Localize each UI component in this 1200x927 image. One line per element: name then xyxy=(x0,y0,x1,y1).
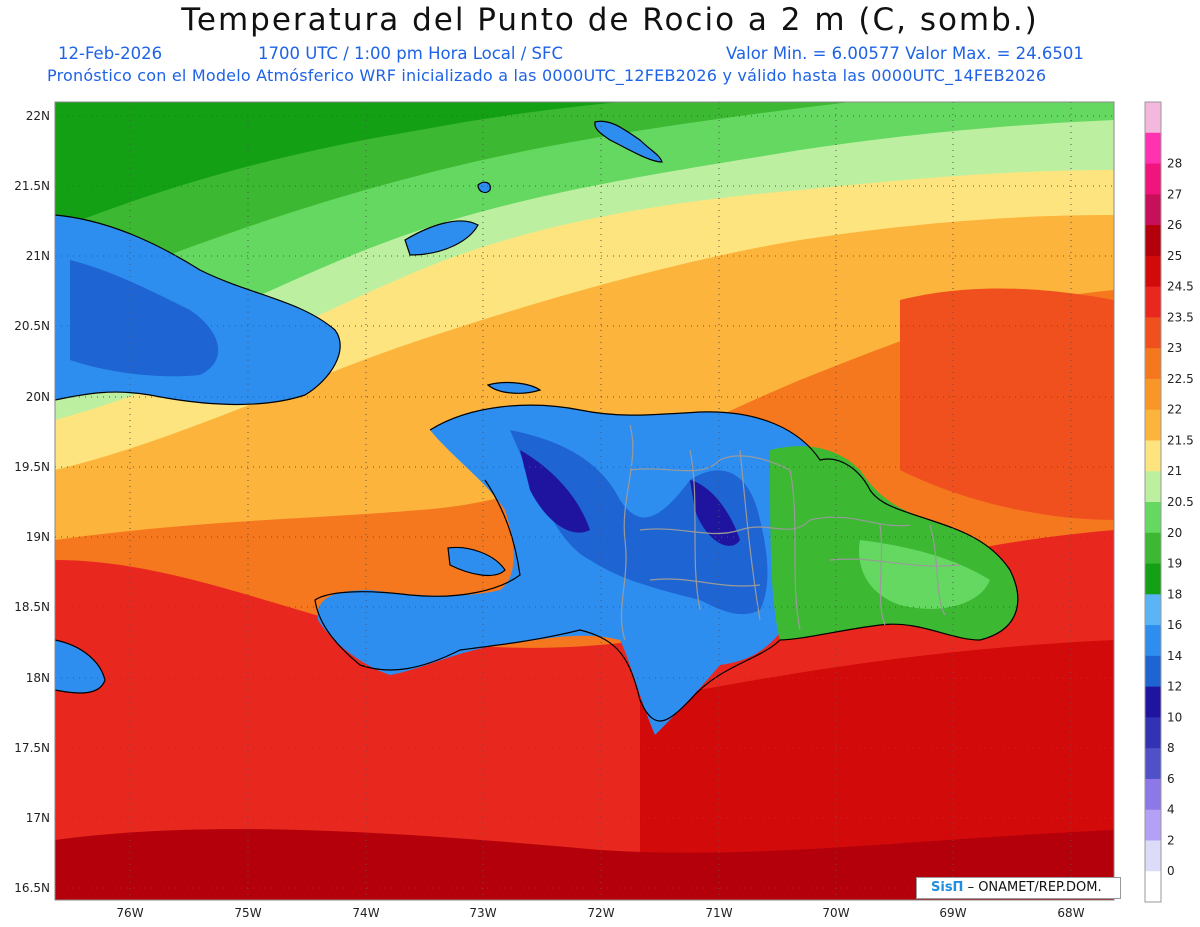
colorbar-label: 19 xyxy=(1167,557,1182,571)
longitude-labels: 76W 75W 74W 73W 72W 71W 70W 69W 68W xyxy=(116,906,1084,920)
colorbar-label: 18 xyxy=(1167,587,1182,601)
colorbar-label: 22 xyxy=(1167,403,1182,417)
lon-label: 68W xyxy=(1057,906,1084,920)
lat-label: 16.5N xyxy=(14,881,50,895)
colorbar-label: 4 xyxy=(1167,803,1175,817)
colorbar-label: 21 xyxy=(1167,464,1182,478)
valid-time: 1700 UTC / 1:00 pm Hora Local / SFC xyxy=(258,44,564,63)
colorbar-swatch xyxy=(1145,409,1161,441)
lat-label: 20N xyxy=(26,390,50,404)
colorbar-label: 16 xyxy=(1167,618,1182,632)
map-title: Temperatura del Punto de Rocio a 2 m (C,… xyxy=(181,2,1039,38)
lat-label: 18N xyxy=(26,671,50,685)
colorbar-label: 25 xyxy=(1167,249,1182,263)
colorbar-swatch xyxy=(1145,440,1161,472)
colorbar-swatch xyxy=(1145,840,1161,872)
lon-label: 75W xyxy=(234,906,261,920)
colorbar-label: 23.5 xyxy=(1167,310,1194,324)
colorbar-swatch xyxy=(1145,563,1161,595)
colorbar-label: 12 xyxy=(1167,680,1182,694)
lat-label: 21N xyxy=(26,249,50,263)
colorbar-swatch xyxy=(1145,225,1161,257)
colorbar-swatch xyxy=(1145,102,1161,134)
lon-label: 76W xyxy=(116,906,143,920)
lat-label: 19N xyxy=(26,530,50,544)
colorbar-swatch xyxy=(1145,717,1161,749)
colorbar-label: 24.5 xyxy=(1167,280,1194,294)
lat-label: 20.5N xyxy=(14,319,50,333)
lon-label: 71W xyxy=(705,906,732,920)
lat-label: 19.5N xyxy=(14,460,50,474)
province-boundaries xyxy=(620,424,961,641)
lon-label: 74W xyxy=(352,906,379,920)
colorbar-label: 20 xyxy=(1167,526,1182,540)
lat-label: 17N xyxy=(26,811,50,825)
colorbar-label: 14 xyxy=(1167,649,1182,663)
graticule xyxy=(55,102,1114,900)
lat-label: 17.5N xyxy=(14,741,50,755)
latitude-labels: 22N 21.5N 21N 20.5N 20N 19.5N 19N 18.5N … xyxy=(14,109,50,895)
colorbar-swatch xyxy=(1145,778,1161,811)
colorbar-swatch xyxy=(1145,471,1161,503)
colorbar-label: 23 xyxy=(1167,341,1182,355)
colorbar: 0 2 4 6 8 10 12 14 16 18 19 20 20.5 21 21.5 22 22.5 23 23.… xyxy=(1144,101,1194,903)
colorbar-label: 21.5 xyxy=(1167,433,1194,447)
dewpoint-shading xyxy=(55,102,1114,900)
colorbar-label: 0 xyxy=(1167,864,1175,878)
lat-label: 18.5N xyxy=(14,600,50,614)
lat-label: 22N xyxy=(26,109,50,123)
lat-label: 21.5N xyxy=(14,179,50,193)
lon-label: 69W xyxy=(939,906,966,920)
colorbar-swatch xyxy=(1145,255,1161,288)
credit-brand: SisΠ xyxy=(931,880,964,895)
colorbar-swatch xyxy=(1145,317,1161,349)
colorbar-swatch xyxy=(1145,132,1161,165)
colorbar-label: 20.5 xyxy=(1167,495,1194,509)
credit-box: SisΠ – ONAMET/REP.DOM. xyxy=(916,877,1121,899)
colorbar-swatch xyxy=(1145,348,1161,380)
colorbar-swatch xyxy=(1145,286,1161,318)
colorbar-label: 28 xyxy=(1167,157,1182,171)
colorbar-swatch xyxy=(1145,502,1161,534)
lon-label: 73W xyxy=(469,906,496,920)
colorbar-swatch xyxy=(1145,871,1161,903)
colorbar-label: 6 xyxy=(1167,772,1175,786)
valid-date: 12-Feb-2026 xyxy=(58,44,163,63)
colorbar-swatch xyxy=(1145,378,1161,411)
colorbar-label: 2 xyxy=(1167,833,1175,847)
colorbar-swatch xyxy=(1145,748,1161,780)
colorbar-label: 26 xyxy=(1167,218,1182,232)
lon-label: 72W xyxy=(587,906,614,920)
colorbar-label: 27 xyxy=(1167,187,1182,201)
lon-label: 70W xyxy=(822,906,849,920)
colorbar-swatch xyxy=(1145,655,1161,688)
colorbar-swatch xyxy=(1145,194,1161,226)
colorbar-swatch xyxy=(1145,625,1161,657)
min-max-values: Valor Min. = 6.00577 Valor Max. = 24.650… xyxy=(726,44,1084,63)
colorbar-label: 8 xyxy=(1167,741,1175,755)
colorbar-swatch xyxy=(1145,163,1161,195)
colorbar-frame xyxy=(1144,101,1162,903)
colorbar-label: 10 xyxy=(1167,710,1182,724)
colorbar-swatch xyxy=(1145,532,1161,565)
credit-text: – ONAMET/REP.DOM. xyxy=(963,880,1102,895)
colorbar-label: 22.5 xyxy=(1167,372,1194,386)
forecast-description: Pronóstico con el Modelo Atmósferico WRF… xyxy=(47,66,1047,85)
colorbar-swatch xyxy=(1145,594,1161,626)
colorbar-swatch xyxy=(1145,809,1161,841)
colorbar-swatch xyxy=(1145,686,1161,718)
